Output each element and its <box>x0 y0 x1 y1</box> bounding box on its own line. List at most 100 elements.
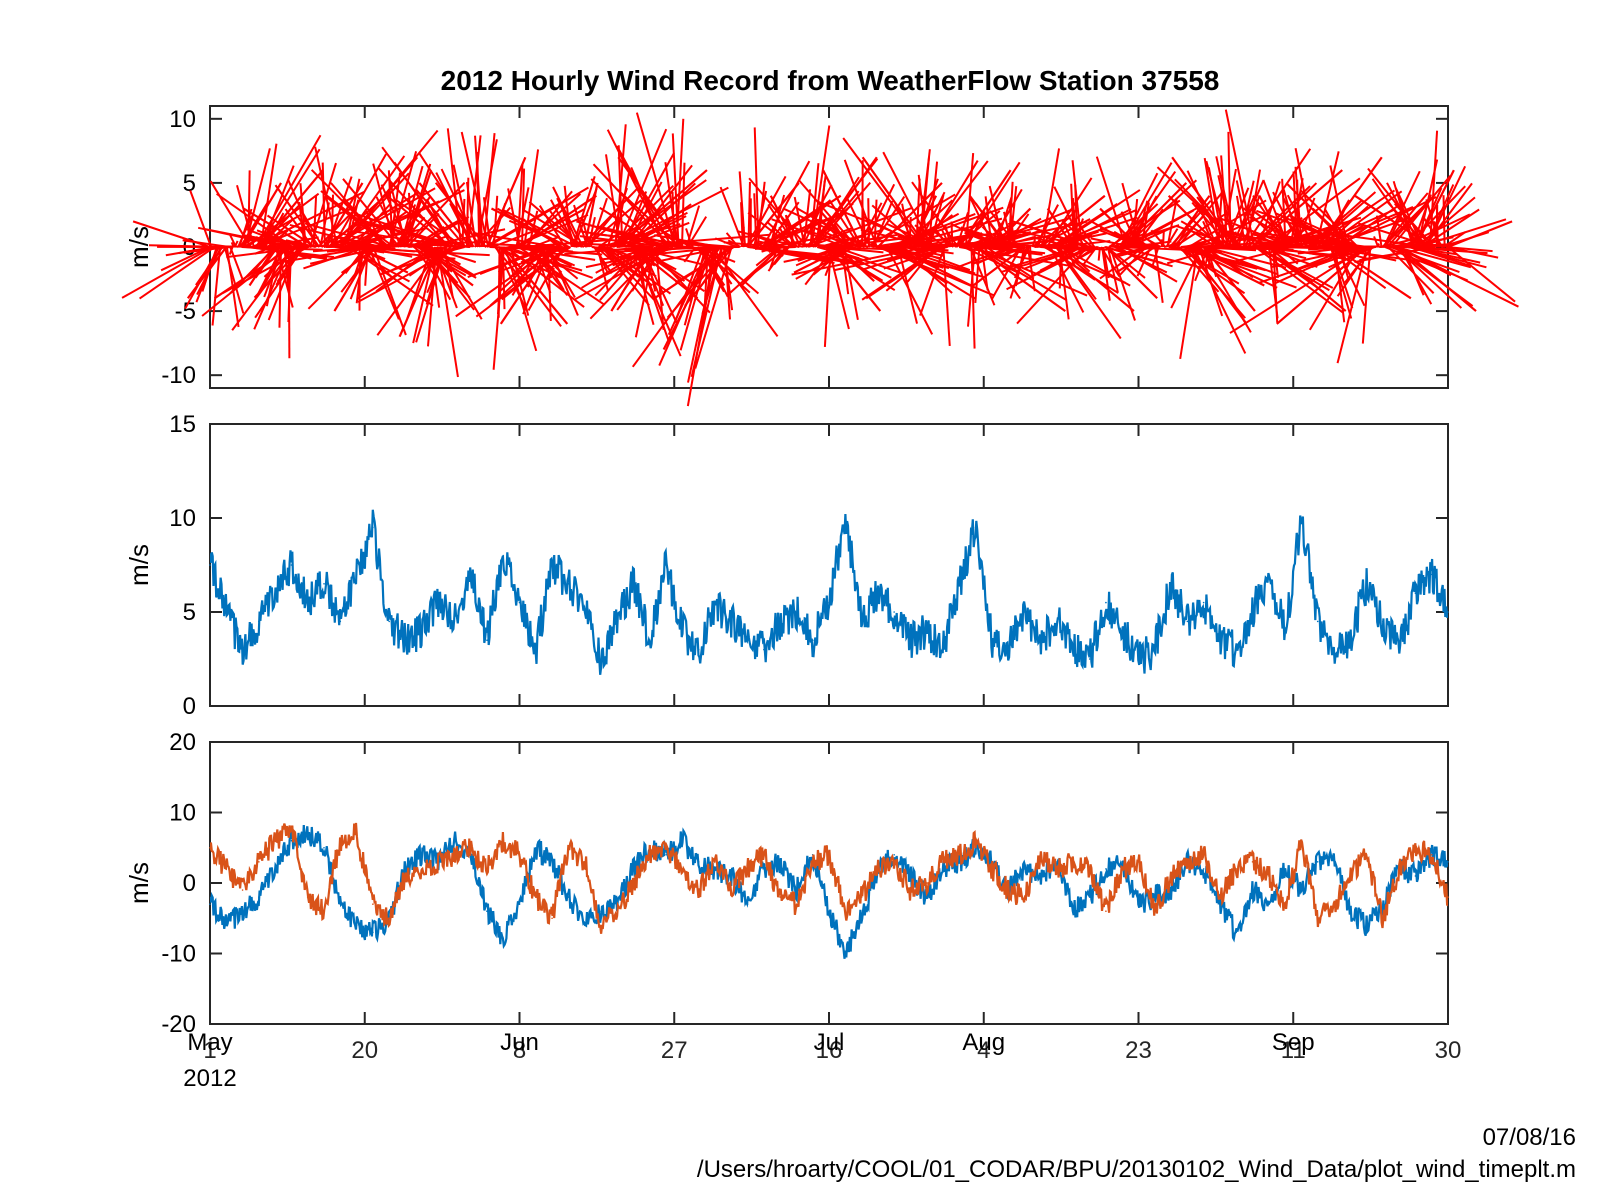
wind-stick <box>148 244 226 248</box>
wind-stick <box>802 189 812 248</box>
data-point <box>1398 868 1400 870</box>
data-point <box>502 938 505 941</box>
wind-stick <box>415 188 467 248</box>
wind-stick <box>446 128 463 248</box>
wind-stick <box>1090 237 1134 248</box>
wind-stick <box>1126 238 1157 248</box>
wind-stick <box>521 168 526 248</box>
data-point <box>1007 889 1009 891</box>
data-point <box>583 924 586 927</box>
wind-stick <box>523 209 585 248</box>
wind-stick <box>645 243 690 248</box>
data-point <box>1153 896 1156 898</box>
data-point <box>1430 573 1433 576</box>
wind-stick <box>1262 232 1369 248</box>
wind-stick <box>616 128 668 248</box>
wind-stick <box>590 178 658 248</box>
data-point <box>779 861 781 863</box>
data-point <box>795 903 798 905</box>
data-point <box>616 620 619 623</box>
wind-stick <box>121 246 213 299</box>
data-point <box>1023 896 1026 898</box>
data-point <box>274 839 276 842</box>
wind-stick <box>1071 160 1083 248</box>
wind-stick <box>417 243 471 248</box>
data-point <box>258 896 260 898</box>
y-tick-label: 0 <box>183 693 196 720</box>
x-tick-label: 23 <box>1125 1037 1152 1064</box>
wind-stick <box>886 223 938 248</box>
x-tick-label: 4 <box>977 1037 990 1064</box>
wind-stick <box>634 184 684 248</box>
wind-stick <box>520 246 561 264</box>
wind-stick <box>1121 182 1141 248</box>
data-point <box>1219 896 1221 898</box>
wind-stick <box>523 149 540 248</box>
footer-date: 07/08/16 <box>1482 1124 1576 1151</box>
data-point <box>225 924 228 927</box>
wind-stick <box>972 246 1026 287</box>
wind-stick <box>992 217 1042 248</box>
wind-stick <box>1003 211 1014 248</box>
wind-stick <box>406 246 433 319</box>
wind-stick <box>592 163 672 248</box>
wind-stick <box>552 186 584 248</box>
wind-stick <box>1166 197 1178 248</box>
wind-stick <box>1179 246 1199 360</box>
data-point <box>1268 875 1270 877</box>
wind-stick <box>195 246 224 286</box>
data-point <box>209 564 211 566</box>
y-axis-label: m/s <box>124 862 154 904</box>
data-point <box>942 868 944 870</box>
data-point <box>1235 931 1238 934</box>
data-point <box>779 620 781 623</box>
data-point <box>925 882 928 884</box>
wind-stick <box>973 246 1088 297</box>
data-point <box>225 868 228 870</box>
y-tick-label: 5 <box>183 170 196 197</box>
wind-stick <box>914 224 947 248</box>
wind-stick <box>1256 209 1358 248</box>
x-month-label: Aug <box>962 1029 1005 1056</box>
data-point <box>746 868 749 870</box>
data-point <box>1268 903 1270 905</box>
wind-stick <box>911 181 959 248</box>
wind-stick <box>589 197 608 248</box>
data-point <box>1349 639 1352 641</box>
series-line <box>210 509 1448 675</box>
wind-stick <box>773 246 790 266</box>
wind-stick <box>635 112 677 248</box>
data-point <box>632 868 635 870</box>
wind-stick <box>304 222 392 248</box>
data-point <box>1072 910 1075 912</box>
wind-stick <box>449 202 474 248</box>
wind-stick <box>1070 183 1076 248</box>
data-point <box>1072 861 1075 863</box>
wind-stick <box>980 246 989 291</box>
data-point <box>844 517 847 519</box>
y-axis-label: m/s <box>124 544 154 586</box>
wind-stick <box>694 246 733 369</box>
data-point <box>1202 854 1205 856</box>
wind-stick <box>934 231 955 248</box>
data-point <box>697 648 700 651</box>
data-point <box>355 924 358 927</box>
wind-stick <box>969 197 995 248</box>
data-point <box>665 846 667 849</box>
wind-stick <box>1358 222 1433 248</box>
data-point <box>567 583 570 585</box>
wind-stick <box>1402 246 1425 296</box>
wind-stick <box>1227 232 1303 248</box>
wind-stick <box>736 230 800 248</box>
wind-stick <box>1140 202 1150 248</box>
wind-stick <box>538 205 566 248</box>
wind-stick <box>493 243 555 248</box>
wind-stick <box>990 246 1022 300</box>
data-point <box>469 573 472 576</box>
wind-stick <box>671 133 680 248</box>
data-point <box>909 639 912 641</box>
data-point <box>681 868 684 870</box>
wind-stick <box>1000 246 1086 274</box>
data-point <box>974 839 977 842</box>
data-point <box>1251 889 1254 891</box>
